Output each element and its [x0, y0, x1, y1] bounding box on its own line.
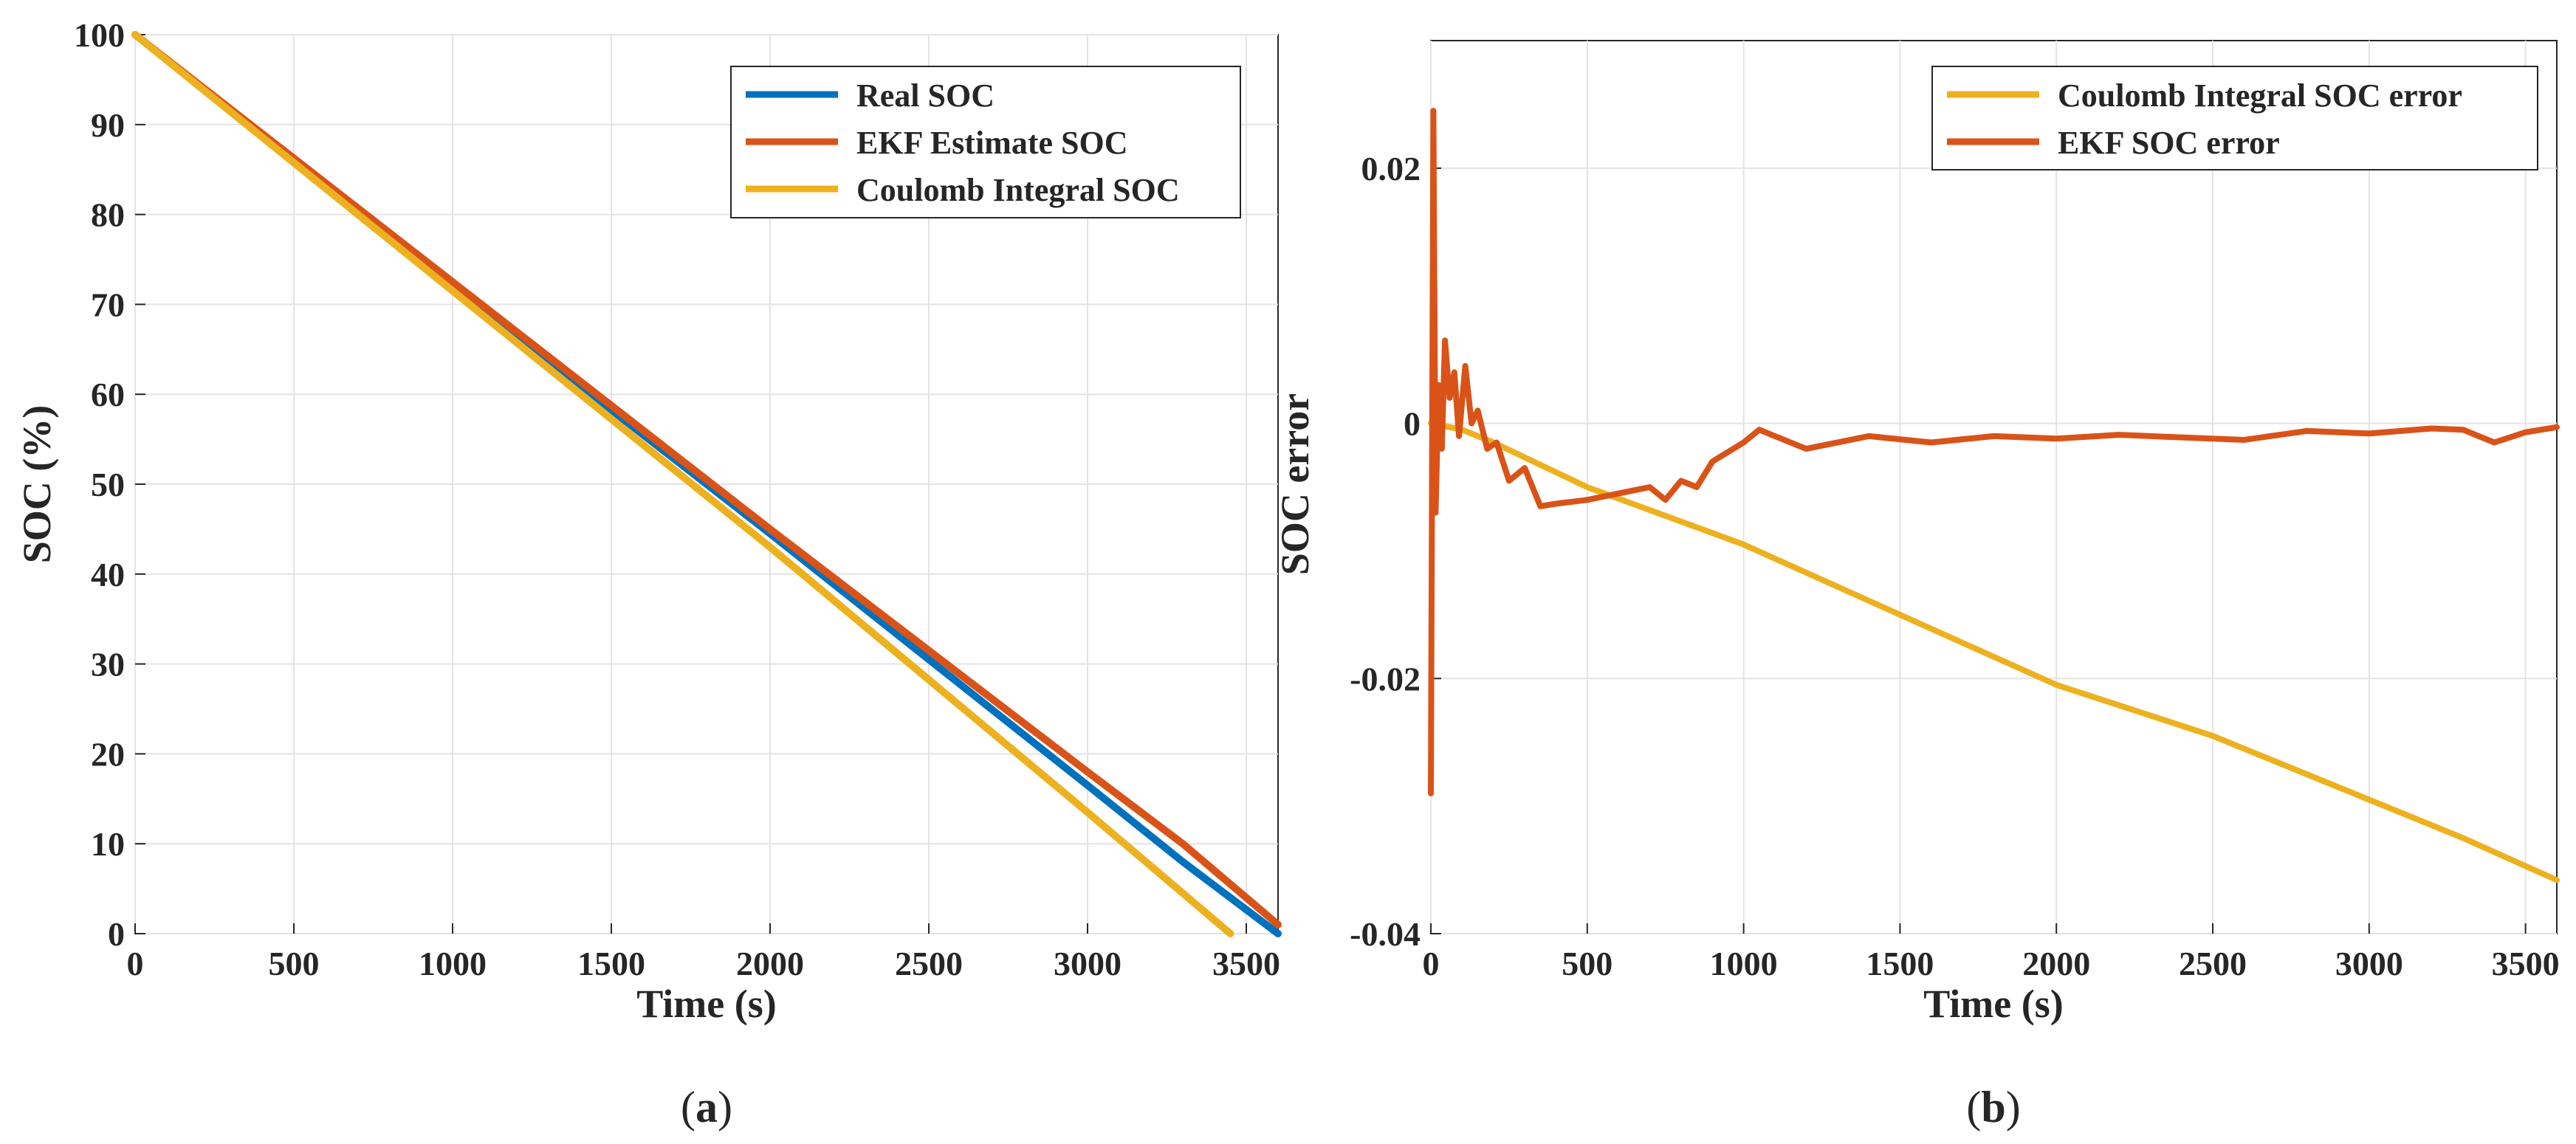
chart-b-lines [1428, 108, 2560, 883]
chart-a-ytick-label-1: 10 [91, 825, 125, 863]
chart-a-ytick-label-9: 90 [91, 106, 125, 144]
chart-a-xtick-label-4: 2000 [736, 945, 804, 982]
chart-b-caption-letter: b [1981, 1083, 2005, 1131]
chart-a-ticks: 0 500 1000 1500 2000 2500 3000 3500 0 10 20 30 40 50 6… [74, 16, 1280, 982]
chart-a-ytick-label-8: 80 [91, 196, 125, 234]
chart-b-xtick-label-3: 1500 [1866, 945, 1934, 982]
chart-b-xtick-label-5: 2500 [2179, 945, 2247, 982]
chart-b-xlabel: Time (s) [1923, 982, 2063, 1026]
chart-a: 0 500 1000 1500 2000 2500 3000 3500 0 10 20 30 40 50 6… [15, 16, 1282, 1131]
chart-a-xlabel: Time (s) [636, 982, 776, 1026]
chart-a-xtick-label-3: 1500 [577, 945, 645, 982]
chart-a-legend-label-real-soc: Real SOC [856, 77, 995, 114]
chart-b-plot-area [1430, 40, 2558, 934]
chart-a-legend: Real SOC EKF Estimate SOC Coulomb Integr… [730, 66, 1241, 218]
chart-a-ytick-label-6: 60 [91, 376, 125, 413]
chart-b-caption: (b) [1966, 1083, 2020, 1131]
chart-b-ytick-label-1: -0.02 [1350, 660, 1421, 697]
chart-b-xtick-label-7: 3500 [2492, 945, 2560, 982]
chart-a-xtick-label-7: 3500 [1212, 945, 1280, 982]
chart-a-ytick-label-0: 0 [108, 915, 125, 953]
chart-a-caption-letter: a [695, 1083, 718, 1131]
chart-b-ytick-label-2: 0 [1404, 405, 1421, 443]
chart-a-legend-label-coulomb: Coulomb Integral SOC [856, 172, 1180, 208]
chart-b: 0 500 1000 1500 2000 2500 3000 3500 -0.04 -0.02 0 0… [1273, 40, 2560, 1131]
chart-a-ytick-label-10: 100 [74, 16, 125, 54]
chart-b-ytick-label-0: -0.04 [1350, 915, 1421, 953]
chart-a-ytick-label-3: 30 [91, 646, 125, 683]
chart-a-xtick-label-0: 0 [127, 945, 144, 982]
chart-b-legend: Coulomb Integral SOC error EKF SOC error [1931, 66, 2538, 170]
chart-a-xtick-label-5: 2500 [895, 945, 963, 982]
chart-b-series-line-1 [1428, 108, 2560, 796]
chart-b-xtick-label-0: 0 [1423, 945, 1440, 982]
chart-a-ytick-label-2: 20 [91, 735, 125, 773]
chart-b-ylabel: SOC error [1273, 393, 1317, 575]
chart-a-ytick-label-5: 50 [91, 466, 125, 503]
chart-a-ytick-label-7: 70 [91, 286, 125, 323]
chart-a-xtick-label-1: 500 [269, 945, 320, 982]
chart-b-xtick-label-4: 2000 [2022, 945, 2090, 982]
chart-b-legend-label-coulomb-error: Coulomb Integral SOC error [2058, 77, 2462, 114]
chart-a-series-line-1 [131, 31, 1282, 928]
chart-a-ytick-label-4: 40 [91, 556, 125, 593]
chart-b-ytick-label-3: 0.02 [1361, 150, 1421, 187]
chart-a-ylabel: SOC (%) [15, 405, 59, 564]
chart-b-xtick-label-1: 500 [1562, 945, 1612, 982]
chart-a-series-line-2 [131, 31, 1234, 937]
chart-b-legend-label-ekf-error: EKF SOC error [2058, 125, 2280, 161]
chart-a-caption: (a) [681, 1083, 732, 1131]
chart-b-legend-box [1931, 66, 2538, 170]
chart-b-ticks: 0 500 1000 1500 2000 2500 3000 3500 -0.04 -0.02 0 0… [1350, 150, 2559, 982]
chart-a-xtick-label-2: 1000 [419, 945, 487, 982]
chart-b-xtick-label-6: 3000 [2335, 945, 2403, 982]
chart-b-xtick-label-2: 1000 [1710, 945, 1778, 982]
chart-a-legend-label-ekf: EKF Estimate SOC [856, 125, 1127, 161]
chart-a-lines [131, 31, 1282, 937]
chart-a-xtick-label-6: 3000 [1054, 945, 1122, 982]
